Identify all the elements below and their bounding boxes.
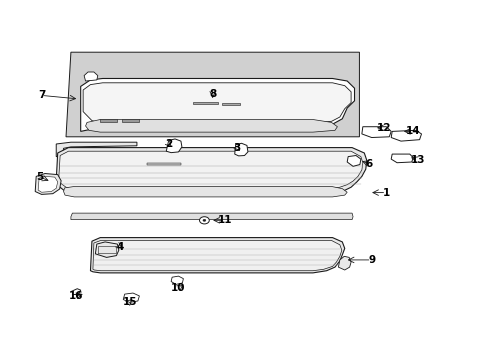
- Text: 14: 14: [405, 126, 420, 136]
- Polygon shape: [93, 240, 341, 271]
- Text: 8: 8: [209, 89, 216, 99]
- Polygon shape: [338, 256, 350, 270]
- Polygon shape: [83, 83, 350, 123]
- Polygon shape: [390, 154, 412, 163]
- Text: 3: 3: [233, 143, 240, 153]
- Polygon shape: [361, 127, 390, 138]
- Text: 9: 9: [367, 255, 374, 265]
- Polygon shape: [71, 213, 352, 220]
- Polygon shape: [59, 151, 362, 189]
- Polygon shape: [390, 130, 421, 141]
- Polygon shape: [122, 119, 139, 122]
- Text: 10: 10: [171, 283, 185, 293]
- Polygon shape: [234, 143, 247, 156]
- Polygon shape: [35, 174, 61, 194]
- Polygon shape: [171, 276, 183, 284]
- Polygon shape: [85, 120, 337, 132]
- Text: 5: 5: [37, 172, 43, 182]
- Polygon shape: [84, 72, 98, 81]
- Text: 12: 12: [376, 123, 390, 133]
- Polygon shape: [146, 163, 181, 165]
- Polygon shape: [56, 142, 137, 157]
- Text: 13: 13: [410, 155, 425, 165]
- Text: 4: 4: [116, 242, 123, 252]
- Polygon shape: [222, 103, 239, 105]
- Text: 15: 15: [122, 297, 137, 307]
- Circle shape: [203, 219, 205, 221]
- Polygon shape: [90, 238, 344, 273]
- Polygon shape: [346, 156, 360, 166]
- Text: 6: 6: [365, 159, 372, 169]
- Text: 2: 2: [165, 139, 172, 149]
- Text: 1: 1: [382, 188, 389, 198]
- Polygon shape: [38, 176, 58, 192]
- Polygon shape: [100, 119, 117, 122]
- Circle shape: [199, 217, 209, 224]
- Text: 16: 16: [68, 291, 83, 301]
- Polygon shape: [166, 139, 182, 153]
- Text: 7: 7: [38, 90, 45, 100]
- Text: 11: 11: [217, 215, 232, 225]
- Polygon shape: [123, 293, 139, 302]
- Polygon shape: [63, 186, 346, 197]
- Polygon shape: [193, 102, 217, 104]
- Polygon shape: [81, 78, 354, 131]
- Polygon shape: [66, 52, 359, 137]
- Polygon shape: [56, 148, 366, 194]
- Polygon shape: [95, 242, 119, 257]
